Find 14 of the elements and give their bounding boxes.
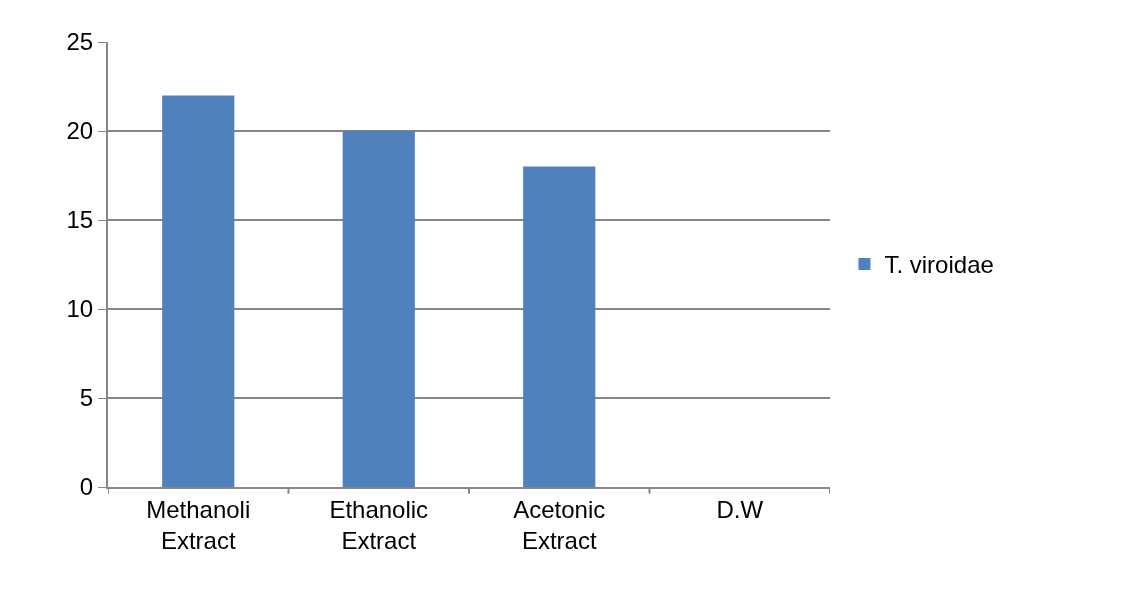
bar bbox=[342, 131, 415, 487]
y-tick-label: 15 bbox=[66, 206, 94, 234]
y-tick-label: 20 bbox=[66, 117, 94, 145]
bar bbox=[523, 166, 596, 487]
x-tick-label: D.W bbox=[716, 495, 764, 523]
x-tick-label: Acetonic Extract bbox=[513, 495, 606, 554]
y-tick-label: 5 bbox=[79, 384, 94, 412]
x-tick-label: Methanoli Extract bbox=[146, 495, 251, 554]
y-tick-label: 25 bbox=[66, 28, 94, 56]
y-tick-label: 0 bbox=[79, 473, 94, 501]
y-tick-label: 10 bbox=[66, 295, 94, 323]
x-tick-label: Ethanolic Extract bbox=[329, 495, 429, 554]
bar bbox=[162, 95, 235, 487]
legend-label: T. viroidae bbox=[884, 251, 994, 279]
